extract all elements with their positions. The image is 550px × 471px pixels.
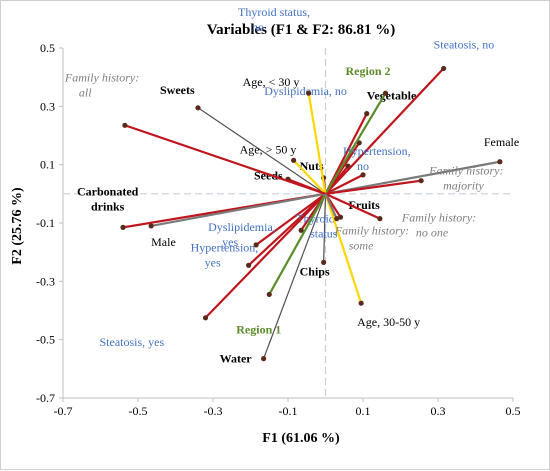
- vector-endpoint: [377, 216, 382, 221]
- x-tick-label: 0.5: [506, 404, 521, 418]
- vector-endpoint: [122, 123, 127, 128]
- vector-endpoint: [334, 216, 339, 221]
- vector-endpoint: [261, 356, 266, 361]
- y-axis-title: F2 (25.76 %): [10, 187, 25, 265]
- vector-endpoint: [364, 111, 369, 116]
- vector-label: Family history: some: [334, 224, 409, 253]
- vector-endpoint: [291, 158, 296, 163]
- y-tick-label: 0.5: [40, 41, 55, 55]
- vector-label: Family history: majority: [428, 164, 503, 193]
- vector-endpoint: [195, 105, 200, 110]
- vector-endpoint: [306, 91, 311, 96]
- vector-label: Female: [484, 135, 519, 149]
- vector-endpoint: [441, 66, 446, 71]
- y-tick-label: -0.5: [36, 333, 55, 347]
- x-tick-label: -0.7: [54, 404, 73, 418]
- vector-endpoint: [360, 172, 365, 177]
- vector-endpoint: [359, 301, 364, 306]
- vector-endpoint: [203, 315, 208, 320]
- vector-label: Carbonated drinks: [77, 184, 139, 213]
- vector-label: Age, 30-50 y: [357, 315, 420, 329]
- vector-endpoint: [120, 225, 125, 230]
- x-tick-label: 0.3: [431, 404, 446, 418]
- vector-label: Steatosis, no: [434, 37, 495, 51]
- y-tick-label: 0.3: [40, 99, 55, 113]
- vector-label: Vegetable: [367, 89, 417, 103]
- x-tick-label: 0.1: [356, 404, 371, 418]
- y-tick-label: -0.7: [36, 391, 55, 405]
- vector-endpoint: [267, 292, 272, 297]
- vector-label: Age, > 50 y: [240, 142, 297, 156]
- y-tick-label: -0.1: [36, 216, 55, 230]
- vector-endpoint: [149, 223, 154, 228]
- vector-endpoint: [419, 178, 424, 183]
- vector-label: Fruits: [349, 198, 381, 212]
- x-tick-label: -0.1: [279, 404, 298, 418]
- vector-label: Region 2: [346, 64, 391, 78]
- plot-area: -0.7 -0.5 -0.3 -0.1 0.1 0.3 0.5 -0.7 -0.5 -0.3 -0.…: [36, 5, 521, 418]
- vector-label: Region 1: [236, 322, 281, 336]
- vector-label: Age, < 30 y: [243, 75, 300, 89]
- x-tick-label: -0.3: [204, 404, 223, 418]
- vector-label: Water: [220, 352, 253, 366]
- vector-label: Sweets: [160, 83, 195, 97]
- vector-label: Family history: all: [64, 70, 139, 99]
- vector-label: Family history: no one: [401, 211, 476, 240]
- x-axis-title: F1 (61.06 %): [262, 431, 340, 446]
- x-tick-label: -0.5: [129, 404, 148, 418]
- vector-label: Steatosis, yes: [100, 335, 165, 349]
- vector-endpoint: [383, 91, 388, 96]
- chart-title: Variables (F1 & F2: 86.81 %): [207, 22, 396, 38]
- vector-label: Chips: [300, 264, 330, 278]
- vector-label: Male: [151, 235, 176, 249]
- y-tick-label: -0.3: [36, 274, 55, 288]
- y-tick-label: 0.1: [40, 158, 55, 172]
- vector-endpoint: [246, 263, 251, 268]
